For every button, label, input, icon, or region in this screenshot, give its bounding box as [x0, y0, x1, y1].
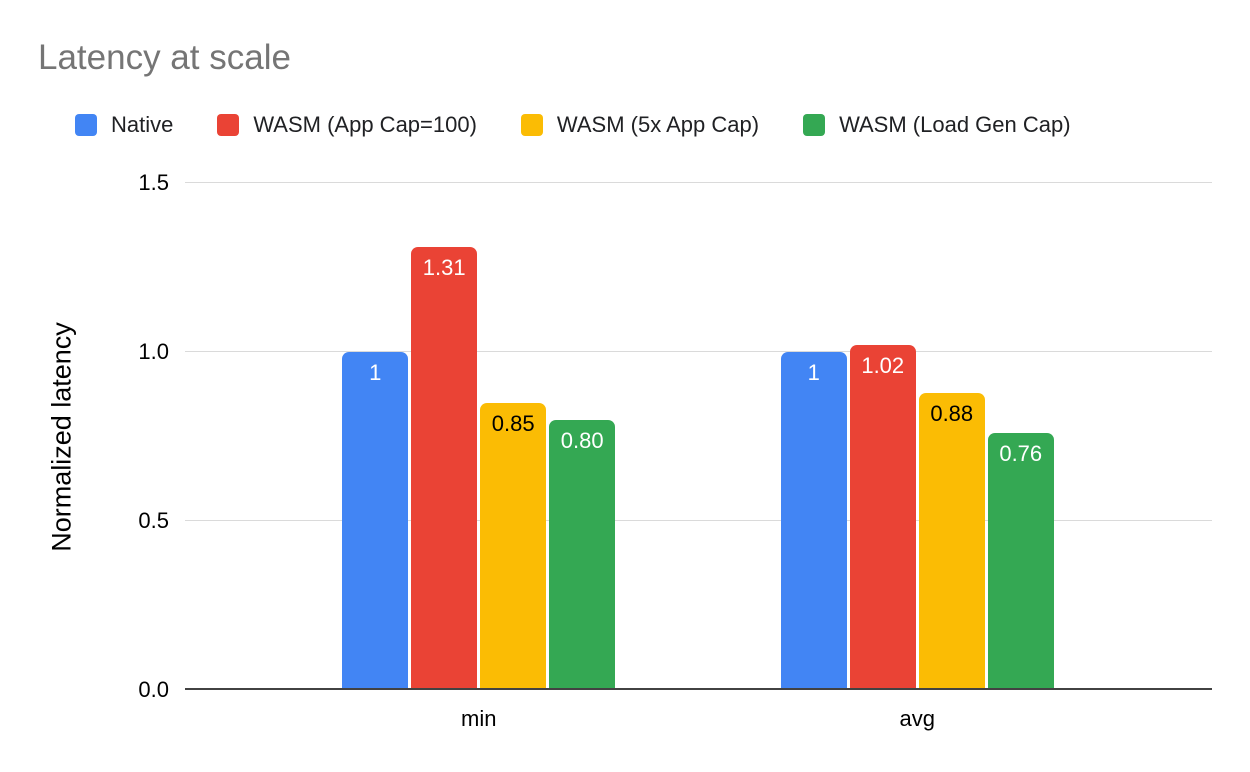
bar-value-label: 1.02 — [861, 353, 905, 379]
legend-item-wasm-app-cap-100: WASM (App Cap=100) — [217, 112, 477, 138]
legend-item-wasm-5x-app-cap: WASM (5x App Cap) — [520, 112, 760, 138]
legend-label: WASM (5x App Cap) — [556, 112, 760, 137]
legend-item-wasm-load-gen-cap: WASM (Load Gen Cap) — [803, 112, 1071, 138]
gridline-1.0 — [185, 351, 1212, 352]
bar-value-label: 0.85 — [491, 410, 535, 436]
bar-value-label: 1.31 — [422, 255, 466, 281]
bar-group-min: 1 1.31 0.85 0.80 — [342, 247, 616, 690]
y-tick-label-1.5: 1.5 — [138, 170, 169, 195]
bar-native-avg: 1 — [780, 352, 847, 690]
bar-wasm-load-gen-cap-avg: 0.76 — [987, 433, 1054, 690]
bar-value-label: 0.80 — [560, 427, 604, 453]
bar-value-label: 1 — [369, 360, 382, 385]
legend-label: Native — [111, 112, 174, 137]
y-tick-label-1.0: 1.0 — [138, 339, 169, 364]
bar-native-min: 1 — [342, 352, 409, 690]
legend-swatch-icon — [520, 114, 543, 136]
gridline-1.5 — [185, 182, 1212, 183]
gridline-0.5 — [185, 520, 1212, 521]
plot-area: 0.0 0.5 1.0 1.5 1 1.31 0.85 0.80 min 1 1.02 0.88 0.7… — [138, 170, 1212, 731]
bar-wasm-app-cap-100-min: 1.31 — [411, 247, 478, 690]
bar-group-avg: 1 1.02 0.88 0.76 — [780, 345, 1054, 690]
legend-label: WASM (Load Gen Cap) — [839, 112, 1071, 137]
x-axis-line — [185, 688, 1212, 690]
y-axis-title: Normalized latency — [46, 322, 77, 552]
chart-title: Latency at scale — [38, 38, 291, 77]
bar-value-label: 0.76 — [999, 441, 1043, 467]
y-tick-label-0.5: 0.5 — [138, 508, 169, 533]
bar-wasm-5x-app-cap-min: 0.85 — [480, 402, 547, 690]
bar-value-label: 1 — [807, 360, 820, 385]
bar-wasm-5x-app-cap-avg: 0.88 — [918, 392, 985, 690]
bar-wasm-load-gen-cap-min: 0.80 — [549, 419, 616, 690]
bar-wasm-app-cap-100-avg: 1.02 — [849, 345, 916, 690]
legend-swatch-icon — [75, 114, 97, 136]
x-category-label-avg: avg — [899, 706, 935, 731]
x-category-label-min: min — [460, 706, 497, 731]
legend-item-native: Native — [75, 112, 173, 138]
legend-label: WASM (App Cap=100) — [253, 112, 477, 137]
legend-swatch-icon — [803, 114, 826, 136]
bar-value-label: 0.88 — [930, 400, 974, 426]
legend: Native WASM (App Cap=100) WASM (5x App Cap… — [75, 112, 1071, 138]
legend-swatch-icon — [217, 114, 240, 136]
y-tick-label-0.0: 0.0 — [138, 677, 169, 702]
